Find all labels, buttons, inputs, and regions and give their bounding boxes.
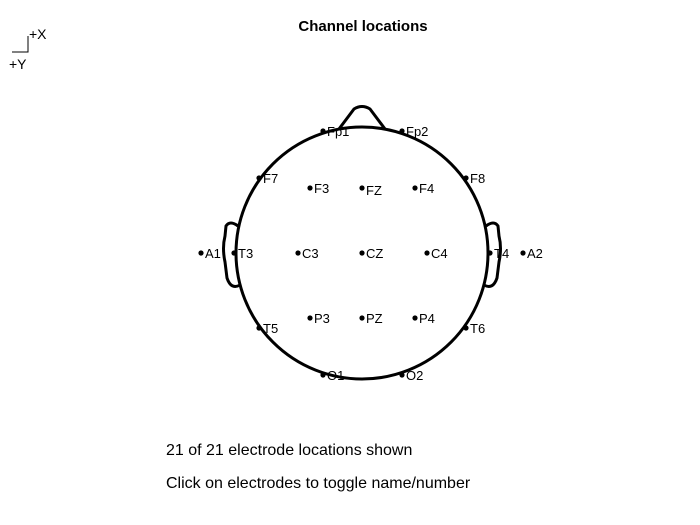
electrode-label: F4: [419, 181, 434, 196]
electrode-dot[interactable]: [412, 185, 418, 191]
electrode-dot[interactable]: [198, 250, 204, 256]
electrode-f7[interactable]: F7: [256, 171, 278, 186]
electrode-dot[interactable]: [359, 185, 365, 191]
electrode-p4[interactable]: P4: [412, 311, 435, 326]
electrode-label: Fp1: [327, 124, 349, 139]
electrode-dot[interactable]: [359, 250, 365, 256]
electrode-count-text: 21 of 21 electrode locations shown: [166, 442, 413, 459]
electrode-layer: Fp1 Fp2 F7 F3 FZ F4 F8 A1 T3 C3 CZ C4 T4 A2 T5 P3 PZ P4 T6…: [198, 124, 543, 383]
electrode-dot[interactable]: [487, 250, 493, 256]
electrode-o2[interactable]: O2: [399, 368, 423, 383]
axis-orientation-indicator: [6, 24, 66, 74]
electrode-dot[interactable]: [256, 175, 262, 181]
electrode-t6[interactable]: T6: [463, 321, 485, 336]
electrode-label: O1: [327, 368, 344, 383]
electrode-label: C3: [302, 246, 319, 261]
electrode-dot[interactable]: [412, 315, 418, 321]
electrode-label: CZ: [366, 246, 383, 261]
electrode-label: PZ: [366, 311, 383, 326]
axis-x-label: +X: [29, 26, 47, 42]
electrode-dot[interactable]: [320, 128, 326, 134]
electrode-dot[interactable]: [399, 372, 405, 378]
electrode-dot[interactable]: [320, 372, 326, 378]
electrode-fp2[interactable]: Fp2: [399, 124, 428, 139]
electrode-t4[interactable]: T4: [487, 246, 509, 261]
electrode-o1[interactable]: O1: [320, 368, 344, 383]
electrode-label: T4: [494, 246, 509, 261]
electrode-label: A1: [205, 246, 221, 261]
electrode-cz[interactable]: CZ: [359, 246, 383, 261]
electrode-label: C4: [431, 246, 448, 261]
electrode-dot[interactable]: [307, 315, 313, 321]
electrode-dot[interactable]: [359, 315, 365, 321]
electrode-label: T6: [470, 321, 485, 336]
electrode-label: T5: [263, 321, 278, 336]
head-outline: [222, 105, 502, 381]
electrode-a2[interactable]: A2: [520, 246, 543, 261]
electrode-label: P3: [314, 311, 330, 326]
electrode-label: A2: [527, 246, 543, 261]
electrode-a1[interactable]: A1: [198, 246, 221, 261]
nose-outline: [337, 105, 387, 130]
electrode-label: P4: [419, 311, 435, 326]
electrode-f3[interactable]: F3: [307, 181, 329, 196]
electrode-label: Fp2: [406, 124, 428, 139]
electrode-c3[interactable]: C3: [295, 246, 319, 261]
axis-corner-icon: [12, 36, 29, 53]
electrode-label: FZ: [366, 183, 382, 198]
electrode-label: F3: [314, 181, 329, 196]
left-ear-outline: [222, 221, 241, 288]
electrode-dot[interactable]: [256, 325, 262, 331]
electrode-t3[interactable]: T3: [231, 246, 253, 261]
electrode-t5[interactable]: T5: [256, 321, 278, 336]
electrode-label: T3: [238, 246, 253, 261]
electrode-f4[interactable]: F4: [412, 181, 434, 196]
electrode-dot[interactable]: [520, 250, 526, 256]
electrode-f8[interactable]: F8: [463, 171, 485, 186]
electrode-fz[interactable]: FZ: [359, 183, 382, 198]
electrode-dot[interactable]: [231, 250, 237, 256]
electrode-dot[interactable]: [399, 128, 405, 134]
right-ear-outline: [483, 221, 502, 288]
axis-y-label: +Y: [9, 56, 27, 72]
electrode-dot[interactable]: [424, 250, 430, 256]
electrode-fp1[interactable]: Fp1: [320, 124, 349, 139]
electrode-p3[interactable]: P3: [307, 311, 330, 326]
instruction-text: Click on electrodes to toggle name/numbe…: [166, 475, 471, 492]
electrode-dot[interactable]: [463, 175, 469, 181]
plot-title: Channel locations: [298, 18, 428, 35]
electrode-label: F7: [263, 171, 278, 186]
electrode-pz[interactable]: PZ: [359, 311, 383, 326]
electrode-label: O2: [406, 368, 423, 383]
electrode-c4[interactable]: C4: [424, 246, 448, 261]
electrode-dot[interactable]: [463, 325, 469, 331]
electrode-label: F8: [470, 171, 485, 186]
electrode-dot[interactable]: [307, 185, 313, 191]
electrode-dot[interactable]: [295, 250, 301, 256]
